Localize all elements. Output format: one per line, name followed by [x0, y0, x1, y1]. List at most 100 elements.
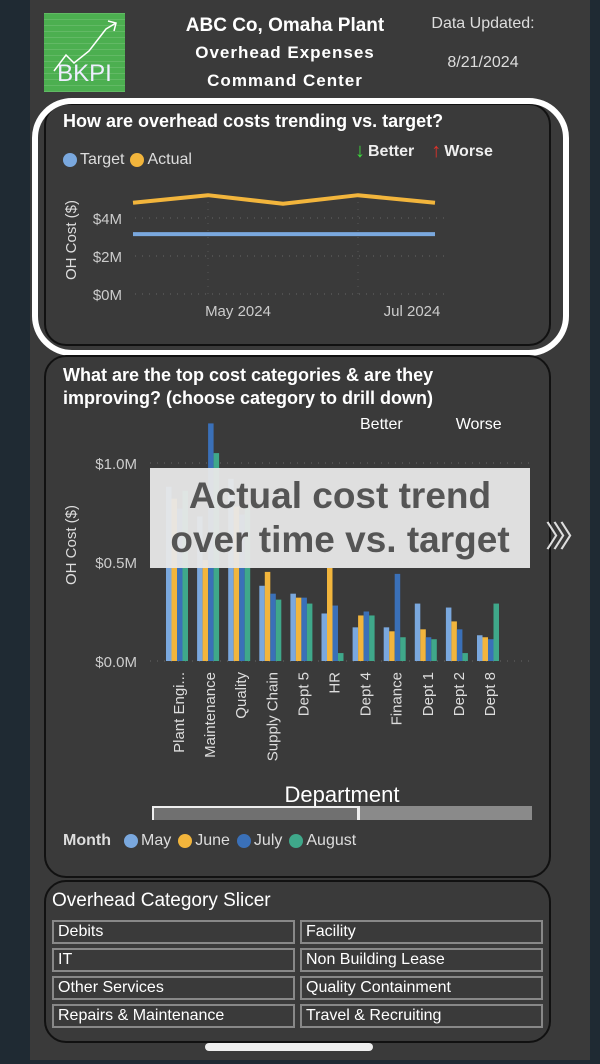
x-tick-label: Dept 2	[451, 672, 468, 716]
highlight-outline	[32, 98, 569, 356]
bar-june[interactable]	[295, 597, 302, 661]
month-legend: Month May June July August	[63, 832, 356, 850]
bar-august[interactable]	[431, 639, 437, 661]
slicer-item[interactable]: Travel & Recruiting	[300, 1004, 543, 1028]
better-worse-key: ↓ Better ↑ Worse	[355, 140, 493, 163]
next-page-chevrons-icon[interactable]: 〉〉〉	[545, 521, 589, 554]
trend-line-chart[interactable]: $0M $2M $4M OH Cost ($) May 2024 Jul 2024	[0, 0, 600, 360]
bar-july[interactable]	[425, 637, 432, 661]
worse-label: Worse	[455, 416, 502, 433]
bar-august[interactable]	[182, 490, 189, 661]
category-bar-chart[interactable]: $0.0M $0.5M $1.0M OH Cost ($) Plant Engi... M…	[0, 0, 600, 880]
data-updated-date: 8/21/2024	[447, 54, 519, 71]
bar-may[interactable]	[197, 516, 203, 661]
slicer-item[interactable]: Facility	[300, 920, 543, 944]
y-tick-label: $4M	[93, 211, 122, 228]
category-title: What are the top cost categories & are t…	[63, 365, 434, 408]
bar-june[interactable]	[358, 615, 364, 661]
better-label: Better	[368, 142, 415, 160]
company-name: ABC Co, Omaha Plant	[185, 15, 385, 36]
worse-label: Worse	[444, 142, 493, 160]
horizontal-scrollbar[interactable]	[152, 806, 532, 820]
x-tick-label: Dept 4	[358, 672, 375, 716]
bar-august[interactable]	[275, 599, 282, 661]
legend-target: Target	[80, 151, 125, 168]
data-updated-label: Data Updated:	[431, 15, 535, 32]
scrollbar-thumb[interactable]	[152, 806, 360, 820]
bar-may[interactable]	[414, 603, 421, 661]
bar-may[interactable]	[259, 585, 265, 661]
better-label: Better	[360, 416, 403, 433]
slicer-title: Overhead Category Slicer	[52, 890, 271, 911]
x-tick-label: Supply Chain	[264, 672, 281, 761]
bar-july[interactable]	[177, 508, 183, 661]
bar-august[interactable]	[306, 603, 313, 661]
bar-august[interactable]	[462, 653, 468, 661]
x-tick-label: Maintenance	[202, 672, 219, 758]
bar-june[interactable]	[482, 637, 489, 661]
bkpi-logo: BKPI	[44, 13, 125, 92]
report-title-1: Overhead Expenses	[195, 43, 375, 62]
y-axis-label: OH Cost ($)	[63, 200, 80, 280]
x-tick-label: Quality	[233, 672, 250, 719]
logo-text: BKPI	[57, 60, 112, 87]
report-title-2: Command Center	[207, 71, 363, 90]
tooltip-overlay: Actual cost trend over time vs. target	[150, 468, 530, 568]
bar-june[interactable]	[233, 506, 240, 661]
bar-may[interactable]	[352, 627, 359, 661]
slicer-item[interactable]: Debits	[52, 920, 295, 944]
july-dot-icon	[236, 834, 251, 848]
bar-may[interactable]	[321, 613, 328, 661]
slicer-item[interactable]: Non Building Lease	[300, 948, 543, 972]
x-tick-label: Jul 2024	[384, 303, 441, 320]
bar-june[interactable]	[451, 621, 457, 661]
bar-may[interactable]	[166, 486, 172, 661]
bar-july[interactable]	[239, 514, 245, 661]
bar-august[interactable]	[244, 504, 251, 661]
x-tick-label: Dept 8	[482, 672, 499, 716]
bar-july[interactable]	[363, 611, 370, 662]
bar-may[interactable]	[383, 627, 390, 661]
y-tick-label: $0.5M	[95, 555, 137, 572]
bar-may[interactable]	[290, 593, 296, 661]
legend-june: June	[195, 832, 230, 849]
bar-june[interactable]	[420, 629, 426, 661]
slicer-item[interactable]: Repairs & Maintenance	[52, 1004, 295, 1028]
bar-july[interactable]	[270, 593, 276, 661]
legend-title: Month	[63, 832, 111, 849]
slicer-card	[44, 880, 551, 1043]
bar-june[interactable]	[327, 567, 333, 661]
bar-june[interactable]	[264, 571, 271, 661]
x-tick-label: HR	[327, 672, 344, 694]
june-dot-icon	[178, 834, 193, 848]
bar-august[interactable]	[338, 653, 344, 661]
bar-august[interactable]	[493, 603, 500, 661]
x-tick-label: Dept 5	[295, 672, 312, 716]
august-dot-icon	[289, 834, 304, 848]
bar-july[interactable]	[456, 629, 463, 661]
bar-august[interactable]	[369, 615, 375, 661]
slicer-item[interactable]: Quality Containment	[300, 976, 543, 1000]
home-indicator[interactable]	[205, 1043, 373, 1051]
down-arrow-icon: ↓	[355, 140, 365, 162]
bar-june[interactable]	[389, 631, 395, 661]
bar-may[interactable]	[477, 635, 483, 661]
bar-july[interactable]	[488, 639, 494, 661]
bar-july[interactable]	[394, 573, 401, 661]
bar-august[interactable]	[400, 637, 406, 661]
bar-july[interactable]	[301, 597, 307, 661]
legend-may: May	[140, 832, 172, 849]
y-axis-label: OH Cost ($)	[63, 505, 80, 585]
bar-june[interactable]	[202, 560, 209, 661]
bar-june[interactable]	[171, 498, 178, 661]
slicer-item[interactable]: IT	[52, 948, 295, 972]
bar-may[interactable]	[445, 607, 452, 661]
bar-july[interactable]	[332, 605, 339, 661]
target-dot-icon	[63, 153, 77, 167]
trend-title: How are overhead costs trending vs. targ…	[63, 111, 444, 131]
trend-card[interactable]	[44, 103, 551, 346]
bar-may[interactable]	[228, 478, 234, 661]
slicer-item[interactable]: Other Services	[52, 976, 295, 1000]
up-arrow-icon: ↑	[431, 140, 442, 162]
legend-august: August	[306, 832, 357, 849]
